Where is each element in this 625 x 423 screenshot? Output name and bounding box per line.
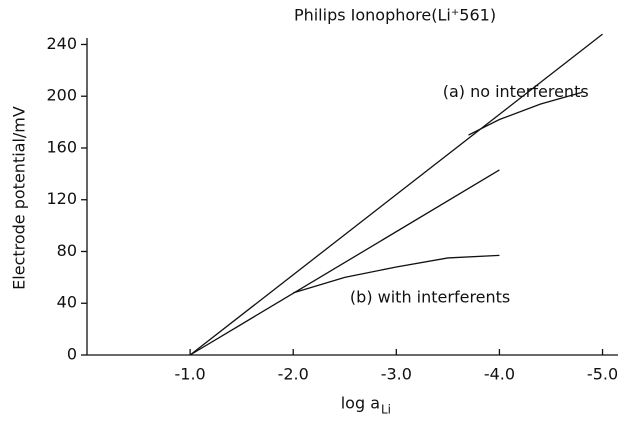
y-tick-label: 120 [46,189,77,208]
y-tick-label: 200 [46,86,77,105]
curve [189,33,603,356]
y-tick-label: 40 [57,293,77,312]
x-axis-label: log a [341,394,380,413]
y-tick-label: 80 [57,241,77,260]
annotation: (a) no interferents [443,82,589,101]
y-axis-label: Electrode potential/mV [10,106,29,290]
x-tick-label: -4.0 [484,365,515,384]
x-axis-label-sub: Li [381,403,391,417]
y-tick-label: 0 [67,345,77,364]
y-tick-label: 240 [46,34,77,53]
x-tick-label: -5.0 [587,365,618,384]
x-tick-label: -1.0 [174,365,205,384]
y-tick-label: 160 [46,137,77,156]
curve [468,91,583,136]
chart-title: Philips Ionophore(Li⁺561) [294,6,496,25]
x-tick-label: -2.0 [278,365,309,384]
curve [189,169,500,356]
x-tick-label: -3.0 [381,365,412,384]
annotation: (b) with interferents [350,288,510,307]
curve [293,254,500,294]
